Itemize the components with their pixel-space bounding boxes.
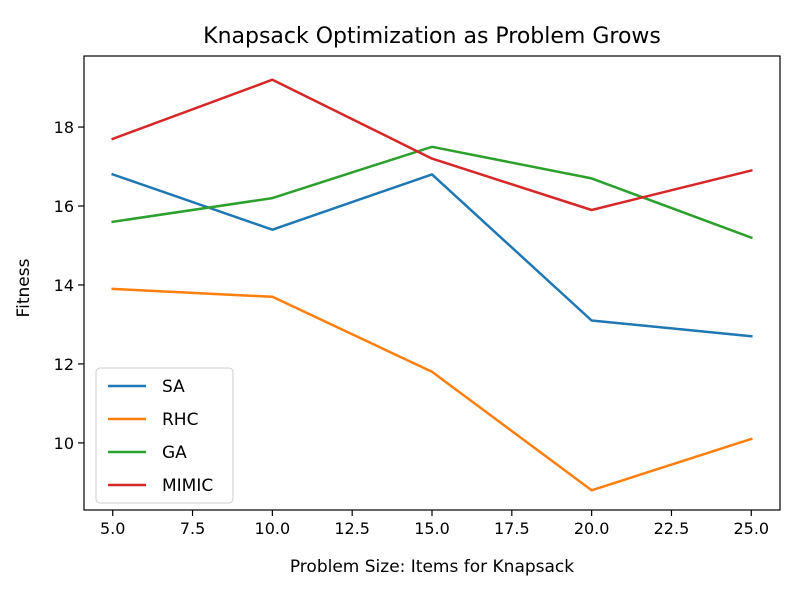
y-tick-label: 16: [54, 197, 74, 216]
x-tick-label: 12.5: [334, 519, 370, 538]
x-tick-label: 10.0: [255, 519, 291, 538]
x-tick-label: 15.0: [414, 519, 450, 538]
x-tick-label: 7.5: [180, 519, 205, 538]
y-tick-label: 18: [54, 118, 74, 137]
series-line-rhc: [111, 287, 753, 492]
legend: SA RHC GA MIMIC: [95, 367, 234, 504]
y-axis-label: Fitness: [14, 258, 34, 317]
legend-label-mimic: MIMIC: [162, 476, 213, 496]
x-axis-ticks: 5.0 7.5 10.0 12.5 15.0 17.5 20.0 22.5 25.0: [100, 510, 769, 538]
legend-box: [95, 367, 234, 504]
x-tick-label: 22.5: [654, 519, 690, 538]
series-line-mimic: [111, 78, 753, 212]
series-line-sa: [111, 172, 753, 338]
plot-series-group: [111, 78, 753, 492]
y-axis-ticks: 10 12 14 16 18: [54, 118, 84, 453]
legend-label-rhc: RHC: [162, 410, 198, 430]
x-tick-label: 17.5: [494, 519, 530, 538]
y-tick-label: 12: [54, 355, 74, 374]
x-axis-label: Problem Size: Items for Knapsack: [290, 557, 574, 577]
legend-label-sa: SA: [162, 377, 185, 397]
y-tick-label: 10: [54, 434, 74, 453]
legend-label-ga: GA: [162, 443, 187, 463]
x-tick-label: 25.0: [733, 519, 769, 538]
y-tick-label: 14: [54, 276, 74, 295]
x-tick-label: 20.0: [574, 519, 610, 538]
series-line-ga: [111, 145, 753, 240]
x-tick-label: 5.0: [100, 519, 125, 538]
chart-title: Knapsack Optimization as Problem Grows: [203, 24, 661, 49]
